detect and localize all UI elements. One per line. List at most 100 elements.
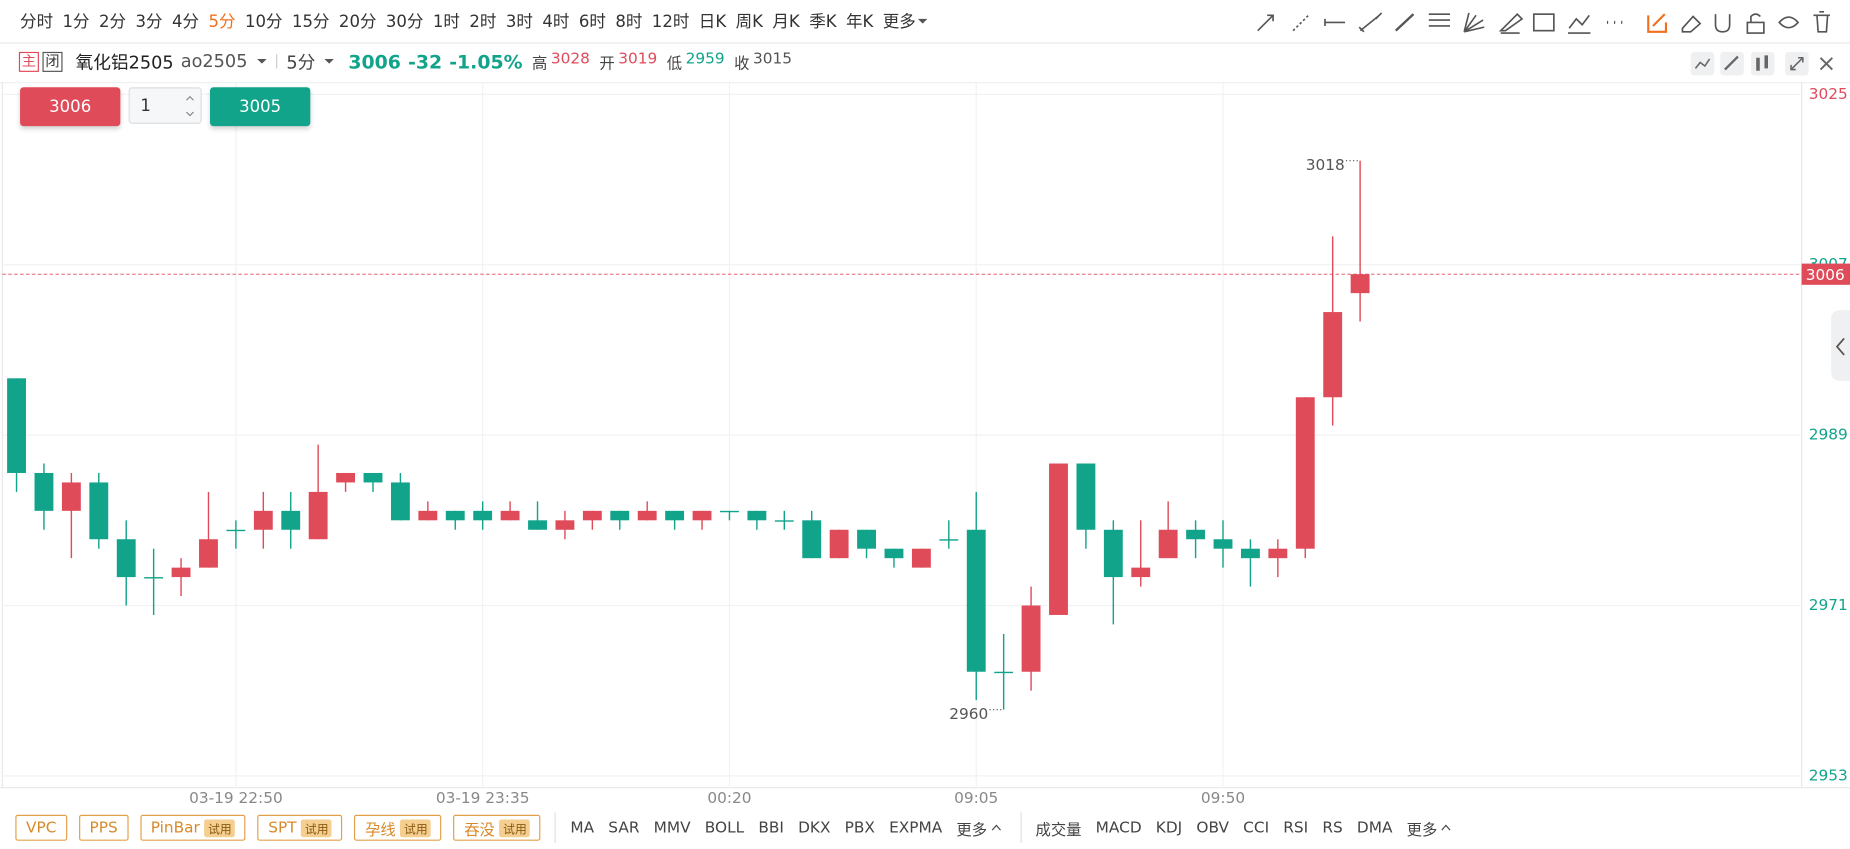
candle-body	[1131, 567, 1151, 578]
candle-body	[418, 510, 438, 521]
tool-icon[interactable]	[1532, 13, 1555, 32]
indicator-item[interactable]: 更多	[1407, 817, 1452, 839]
period-item[interactable]: 4分	[171, 12, 200, 32]
symbol-code[interactable]: ao2505	[180, 50, 248, 72]
mode-badge[interactable]: 闭	[42, 51, 63, 72]
period-item[interactable]: 15分	[291, 12, 330, 32]
tool-icon[interactable]	[1498, 12, 1524, 34]
period-item[interactable]: 年K	[845, 12, 874, 32]
dropdown-caret[interactable]	[918, 18, 928, 25]
indicator-item[interactable]: OBV	[1196, 818, 1229, 837]
period-item[interactable]: 日K	[698, 12, 727, 32]
close-icon[interactable]	[1819, 57, 1833, 71]
candle-body	[171, 567, 191, 578]
x-tick-label: 09:50	[1201, 789, 1245, 807]
x-tick-label: 03-19 22:50	[189, 789, 283, 807]
period-item[interactable]: 4时	[542, 12, 570, 32]
qty-spinner[interactable]	[184, 92, 196, 120]
indicator-item[interactable]: MACD	[1095, 818, 1142, 837]
candle-body	[774, 520, 794, 522]
period-item[interactable]: 20分	[338, 12, 377, 32]
candle-body	[911, 548, 931, 568]
period-select[interactable]: 5分	[286, 51, 316, 73]
tool-icon[interactable]	[1647, 13, 1668, 33]
indicator-item[interactable]: BBI	[758, 818, 784, 837]
tool-btn[interactable]	[1750, 51, 1775, 76]
period-item[interactable]: 更多	[883, 9, 928, 33]
indicator-item[interactable]: EXPMA	[889, 818, 943, 837]
stat-value: 2959	[685, 50, 725, 68]
buy-button[interactable]: 3006	[20, 87, 121, 127]
pattern-tag[interactable]: 吞没 试用	[453, 814, 541, 841]
sell-button[interactable]: 3005	[210, 87, 311, 127]
period-item[interactable]: 3分	[135, 12, 163, 32]
tool-icon[interactable]	[1778, 16, 1800, 29]
indicator-bar: VPC PPS PinBar 试用 SPT 试用 孕线 试用 吞没 试用 MA SAR MMV BOLL…	[0, 807, 1850, 849]
tool-icon[interactable]	[1568, 14, 1591, 34]
pattern-tag[interactable]: SPT 试用	[257, 814, 343, 841]
indicator-item[interactable]: KDJ	[1155, 818, 1183, 837]
tool-icon[interactable]	[1257, 14, 1274, 32]
drawing-tools	[1257, 10, 1830, 34]
candle-body	[884, 548, 904, 559]
indicator-item[interactable]: RSI	[1283, 818, 1309, 837]
collapse-tab[interactable]	[1831, 310, 1850, 381]
candle-body	[363, 472, 383, 483]
period-item[interactable]: 2分	[99, 12, 127, 32]
period-item[interactable]: 12时	[651, 12, 690, 32]
indicator-item[interactable]: BOLL	[704, 818, 745, 837]
period-item[interactable]: 月K	[772, 12, 800, 32]
period-item[interactable]: 1分	[62, 12, 90, 32]
dropdown-caret[interactable]	[324, 58, 335, 65]
candle-body	[555, 520, 575, 530]
period-item[interactable]: 1时	[432, 12, 460, 32]
main-indicators: MA SAR MMV BOLL BBI DKX PBX EXPMA 更多	[555, 812, 1015, 844]
indicator-item[interactable]: RS	[1322, 818, 1343, 837]
sub-indicators: 成交量 MACD KDJ OBV CCI RSI RS DMA 更多	[1020, 812, 1465, 844]
candle-body	[253, 510, 273, 530]
pattern-tag[interactable]: PPS	[78, 814, 129, 841]
candle-body	[308, 491, 328, 540]
candle-body	[720, 510, 739, 513]
indicator-item[interactable]: CCI	[1243, 818, 1270, 837]
period-item[interactable]: 周K	[735, 12, 763, 32]
tool-icon[interactable]	[1428, 13, 1451, 27]
pattern-tag[interactable]: 孕线 试用	[354, 814, 442, 841]
period-item[interactable]: 8时	[615, 12, 643, 32]
indicator-item[interactable]: PBX	[844, 818, 875, 837]
pattern-tag[interactable]: PinBar 试用	[140, 814, 246, 841]
tool-icon[interactable]	[1746, 13, 1765, 34]
expand-caret[interactable]	[991, 823, 1002, 832]
tool-icon[interactable]	[1292, 14, 1310, 32]
indicator-item[interactable]: DMA	[1356, 818, 1393, 837]
tool-icon[interactable]	[1681, 15, 1702, 33]
pattern-tag[interactable]: VPC	[15, 814, 68, 841]
period-item[interactable]: 10分	[244, 12, 283, 32]
mode-badge[interactable]: 主	[18, 51, 39, 72]
indicator-item[interactable]: DKX	[798, 818, 831, 837]
period-item[interactable]: 3时	[505, 12, 533, 32]
expand-caret[interactable]	[1441, 823, 1452, 832]
period-item[interactable]: 分时	[20, 12, 54, 32]
period-item[interactable]: 6时	[578, 12, 606, 32]
qty-input[interactable]: 1	[128, 87, 202, 124]
tool-icon[interactable]	[1813, 10, 1830, 33]
indicator-item[interactable]: 更多	[956, 817, 1001, 839]
dropdown-caret[interactable]	[256, 58, 267, 65]
candle-body	[829, 529, 849, 559]
tool-icon[interactable]	[1394, 13, 1415, 32]
collapse-icon[interactable]	[1835, 337, 1845, 356]
period-item[interactable]: 2时	[469, 12, 497, 32]
indicator-item[interactable]: MMV	[653, 818, 691, 837]
period-item[interactable]: 季K	[809, 12, 837, 32]
indicator-item[interactable]: MA	[570, 818, 595, 837]
tool-icon[interactable]	[1463, 12, 1485, 33]
period-item[interactable]: 5分	[208, 12, 236, 32]
period-item[interactable]: 30分	[385, 12, 424, 32]
candle-body	[1295, 397, 1315, 549]
tool-icon[interactable]	[1324, 18, 1346, 26]
tool-icon[interactable]	[1714, 14, 1731, 33]
indicator-item[interactable]: 成交量	[1035, 821, 1082, 839]
indicator-item[interactable]: SAR	[608, 818, 640, 837]
tool-icon[interactable]	[1358, 12, 1383, 33]
